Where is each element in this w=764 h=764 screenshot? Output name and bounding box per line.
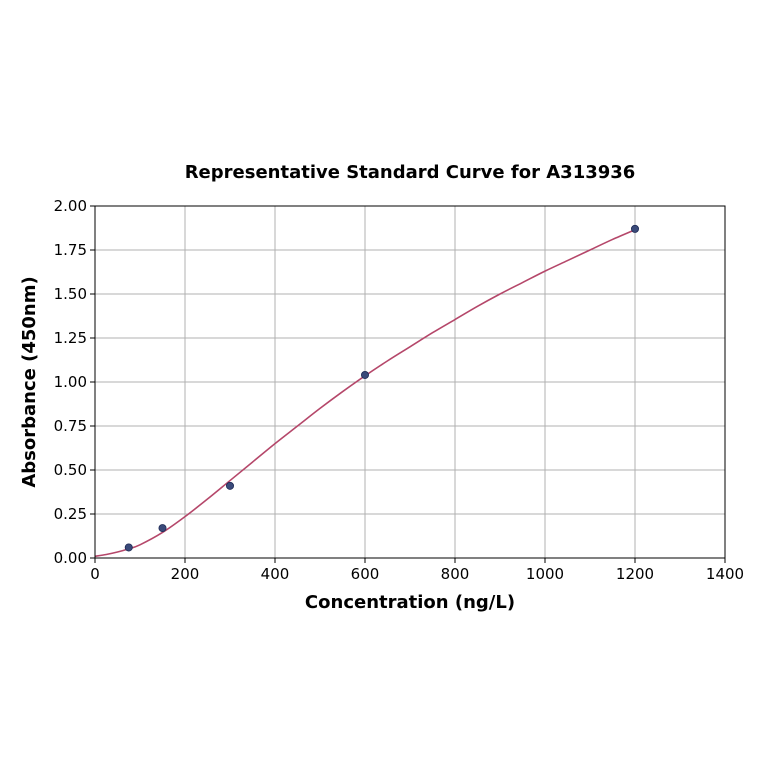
curve-layer [94, 229, 636, 558]
data-point [360, 370, 369, 379]
x-tick-label: 200 [171, 565, 200, 583]
data-point [631, 224, 640, 233]
y-tick-label: 0.25 [54, 505, 87, 523]
y-tick-label: 1.25 [54, 329, 87, 347]
x-tick-label: 1000 [526, 565, 564, 583]
x-tick-label: 600 [351, 565, 380, 583]
chart-title: Representative Standard Curve for A31393… [185, 162, 636, 183]
y-tick-label: 0.75 [54, 417, 87, 435]
x-tick-label: 800 [441, 565, 470, 583]
point-layer [124, 224, 640, 552]
y-tick-label: 1.00 [54, 373, 87, 391]
x-tick-label: 1200 [616, 565, 654, 583]
y-tick-label: 0.00 [54, 549, 87, 567]
data-point [124, 543, 133, 552]
data-point [158, 524, 167, 533]
y-tick-label: 0.50 [54, 461, 87, 479]
x-tick-label: 0 [90, 565, 100, 583]
fitted-curve [94, 229, 636, 558]
tick-layer: 0 200 400 600 800 1000 1200 1400 0.00 0.25 0.50 0.7… [54, 197, 745, 583]
x-axis-label: Concentration (ng/L) [305, 592, 515, 613]
grid-layer [94, 205, 726, 559]
y-axis-label: Absorbance (450nm) [19, 276, 40, 487]
y-tick-label: 1.75 [54, 241, 87, 259]
y-tick-label: 2.00 [54, 197, 87, 215]
x-tick-label: 400 [261, 565, 290, 583]
y-tick-label: 1.50 [54, 285, 87, 303]
x-tick-label: 1400 [706, 565, 744, 583]
data-point [225, 481, 234, 490]
